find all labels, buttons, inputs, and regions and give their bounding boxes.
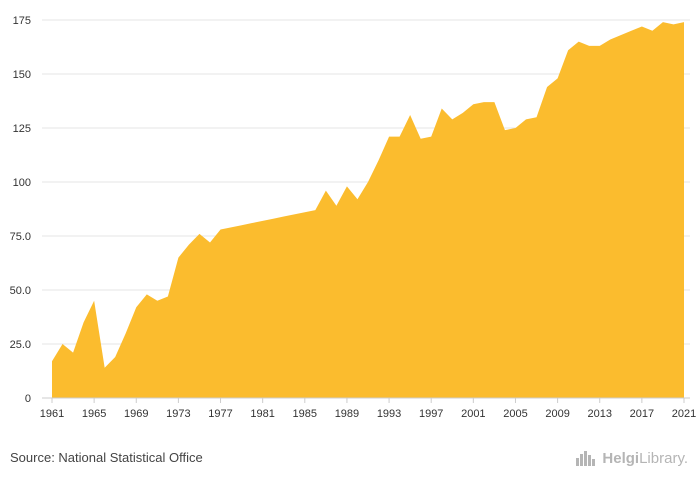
source-note: Source: National Statistical Office — [10, 450, 203, 465]
y-tick-label: 125 — [13, 123, 31, 135]
x-tick-label: 1993 — [377, 408, 401, 420]
logo-text: HelgiLibrary. — [602, 450, 688, 467]
x-tick-label: 2017 — [630, 408, 654, 420]
x-tick-label: 1985 — [293, 408, 317, 420]
x-tick-label: 2021 — [672, 408, 696, 420]
x-tick-label: 1981 — [250, 408, 274, 420]
x-axis-ticks: 1961 1965 1969 1973 1977 1981 1985 1989 1993 1997… — [40, 398, 696, 420]
city-skyline-icon — [576, 451, 596, 466]
x-tick-label: 2005 — [503, 408, 527, 420]
x-tick-label: 1965 — [82, 408, 106, 420]
y-axis-ticks: 0 25.0 50.0 75.0 100 125 150 175 — [10, 15, 31, 405]
logo-text-bold: Helgi — [602, 449, 640, 467]
y-tick-label: 175 — [13, 15, 31, 27]
logo-text-rest: Library. — [639, 449, 688, 467]
x-tick-label: 2001 — [461, 408, 485, 420]
y-tick-label: 75.0 — [10, 231, 31, 243]
x-tick-label: 2013 — [587, 408, 611, 420]
y-tick-label: 25.0 — [10, 339, 31, 351]
x-tick-label: 1977 — [208, 408, 232, 420]
helgilibrary-logo: HelgiLibrary. — [575, 447, 688, 469]
y-tick-label: 100 — [13, 177, 31, 189]
x-tick-label: 1961 — [40, 408, 64, 420]
x-tick-label: 1973 — [166, 408, 190, 420]
y-tick-label: 50.0 — [10, 285, 31, 297]
y-tick-label: 150 — [13, 69, 31, 81]
x-tick-label: 2009 — [545, 408, 569, 420]
y-tick-label: 0 — [25, 393, 31, 405]
x-tick-label: 1989 — [335, 408, 359, 420]
x-tick-label: 1997 — [419, 408, 443, 420]
area-series — [52, 22, 684, 398]
x-tick-label: 1969 — [124, 408, 148, 420]
